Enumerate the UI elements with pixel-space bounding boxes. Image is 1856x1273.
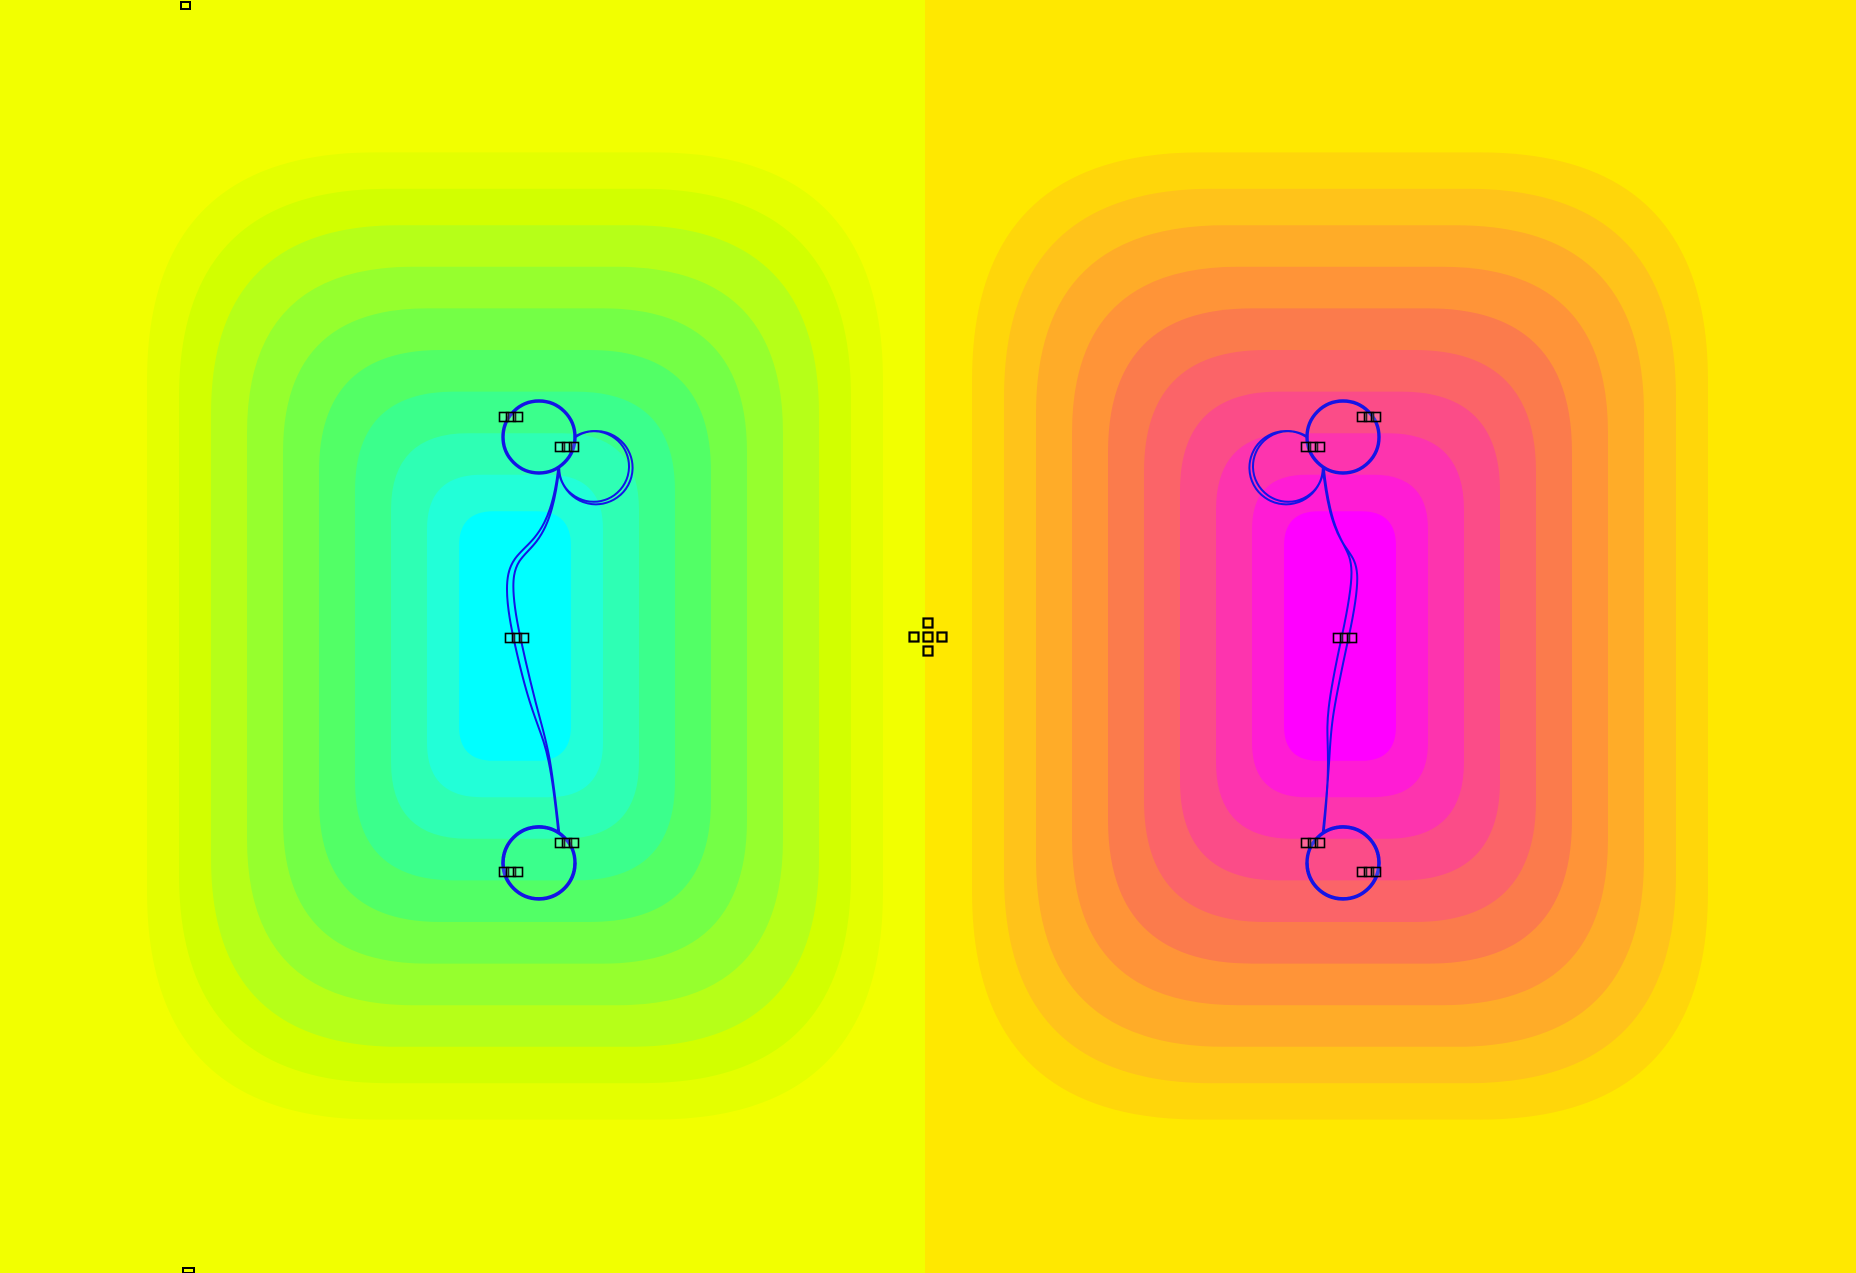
path-node-handle[interactable] (505, 411, 517, 423)
top-edge-handle[interactable] (180, 1, 191, 10)
path-node-handle[interactable] (1332, 632, 1344, 644)
path-loop[interactable] (501, 825, 577, 901)
center-move-handle[interactable] (936, 631, 948, 643)
selection-handles-layer[interactable] (180, 1, 948, 1273)
center-move-handle[interactable] (922, 631, 934, 643)
path-loop[interactable] (1305, 825, 1381, 901)
center-move-handle[interactable] (922, 617, 934, 629)
path-node-handle[interactable] (512, 411, 524, 423)
path-node-handle[interactable] (498, 866, 510, 878)
path-node-handle[interactable] (1307, 837, 1319, 849)
path-loop[interactable] (502, 400, 576, 474)
path-node-handle[interactable] (561, 441, 573, 453)
bottom-edge-handle[interactable] (182, 1267, 195, 1273)
path-loop[interactable] (502, 826, 576, 900)
path-node-handle[interactable] (1300, 441, 1312, 453)
path-loop[interactable] (1306, 826, 1380, 900)
path-node-handle[interactable] (568, 837, 580, 849)
path-node-handle[interactable] (1314, 441, 1326, 453)
path-node-handle[interactable] (1346, 632, 1358, 644)
center-move-handle[interactable] (908, 631, 920, 643)
path-loop[interactable] (501, 399, 577, 475)
path-node-handle[interactable] (1339, 632, 1351, 644)
path-node-handle[interactable] (1370, 411, 1382, 423)
path-node-handle[interactable] (504, 632, 516, 644)
path-node-handle[interactable] (1363, 866, 1375, 878)
path-loop[interactable] (1305, 399, 1381, 475)
path-node-handle[interactable] (554, 837, 566, 849)
path-node-handle[interactable] (1363, 411, 1375, 423)
path-node-handle[interactable] (1314, 837, 1326, 849)
center-move-handle[interactable] (922, 645, 934, 657)
path-node-handle[interactable] (512, 866, 524, 878)
path-loop[interactable] (1306, 400, 1380, 474)
path-node-handle[interactable] (1356, 866, 1368, 878)
path-node-handle[interactable] (511, 632, 523, 644)
path-node-handle[interactable] (554, 441, 566, 453)
path-node-handle[interactable] (498, 411, 510, 423)
path-node-handle[interactable] (1307, 441, 1319, 453)
path-node-handle[interactable] (505, 866, 517, 878)
left-s-path[interactable] (501, 399, 634, 901)
path-node-handle[interactable] (1356, 411, 1368, 423)
path-node-handle[interactable] (568, 441, 580, 453)
path-node-handle[interactable] (518, 632, 530, 644)
path-node-handle[interactable] (561, 837, 573, 849)
vector-paths-layer[interactable] (498, 399, 1382, 901)
path-node-handle[interactable] (1300, 837, 1312, 849)
right-s-path[interactable] (1248, 399, 1381, 901)
path-node-handle[interactable] (1370, 866, 1382, 878)
